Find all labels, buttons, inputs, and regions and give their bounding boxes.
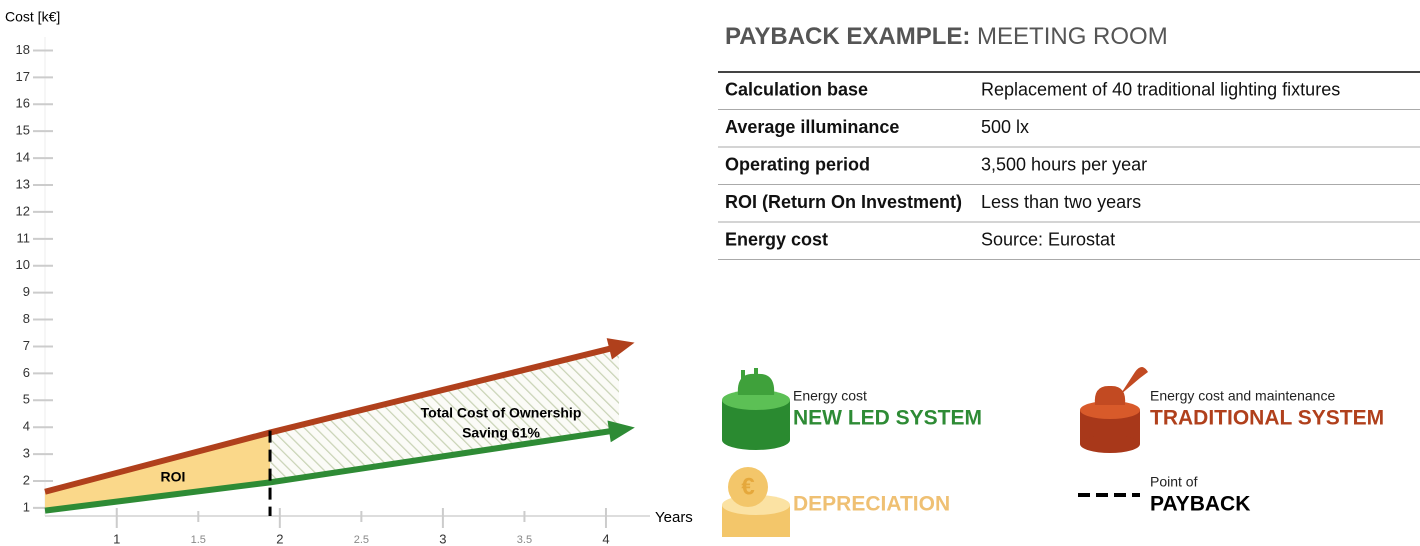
x-tick-label: 3.5 [517,534,532,546]
table-key: Operating period [725,155,870,175]
svg-text:€: € [741,473,754,500]
legend-name: TRADITIONAL SYSTEM [1150,407,1384,430]
y-tick-label: 18 [16,42,30,57]
annotation: ROI [161,469,186,485]
y-axis-label: Cost [k€] [5,9,60,25]
y-tick-label: 13 [16,176,30,191]
table-key: ROI (Return On Investment) [725,192,962,212]
y-tick-label: 14 [16,150,30,165]
x-axis-label: Years [655,509,693,526]
table-value: Source: Eurostat [981,230,1115,250]
y-tick-label: 4 [23,419,30,434]
table-value: Replacement of 40 traditional lighting f… [981,80,1340,100]
legend-name: PAYBACK [1150,493,1250,516]
y-tick-label: 8 [23,311,30,326]
title-bold: PAYBACK EXAMPLE: [725,23,970,50]
x-tick-label: 2 [276,531,283,546]
table-value: Less than two years [981,192,1141,212]
legend-name: DEPRECIATION [793,493,950,516]
legend-caption: Energy cost and maintenance [1150,388,1335,404]
x-tick-label: 1.5 [191,534,206,546]
annotation: Total Cost of Ownership [421,405,582,421]
x-tick-label: 3 [439,531,446,546]
legend-caption: Energy cost [793,388,867,404]
arrow-head [607,420,635,443]
y-tick-label: 7 [23,338,30,353]
arrow-head [606,338,635,360]
y-tick-label: 10 [16,257,30,272]
table-key: Energy cost [725,230,828,250]
title-rest: MEETING ROOM [977,23,1168,50]
table-value: 500 lx [981,117,1029,137]
series-line [44,426,620,514]
x-tick-label: 1 [113,531,120,546]
x-tick-label: 4 [602,531,609,546]
table-title: PAYBACK EXAMPLE: MEETING ROOM [725,23,1168,50]
legend-icon-depreciation: € [722,467,790,537]
y-tick-label: 5 [23,392,30,407]
annotation: Saving 61% [462,425,540,441]
y-tick-label: 16 [16,96,30,111]
x-tick-label: 2.5 [354,534,369,546]
legend-icon-traditional [1080,367,1148,453]
table-key: Calculation base [725,80,868,100]
y-tick-label: 6 [23,365,30,380]
y-tick-label: 11 [17,230,31,245]
legend-icon-led [722,368,790,450]
legend-name: NEW LED SYSTEM [793,407,982,430]
legend-caption: Point of [1150,474,1198,490]
y-tick-label: 17 [16,69,30,84]
y-tick-label: 1 [23,499,30,514]
roi-area [45,432,271,511]
table-key: Average illuminance [725,117,899,137]
y-tick-label: 9 [23,284,30,299]
y-tick-label: 3 [23,446,30,461]
saving-area [270,346,620,483]
table-value: 3,500 hours per year [981,155,1147,175]
y-tick-label: 2 [23,472,30,487]
y-tick-label: 15 [16,123,30,138]
y-tick-label: 12 [16,203,30,218]
